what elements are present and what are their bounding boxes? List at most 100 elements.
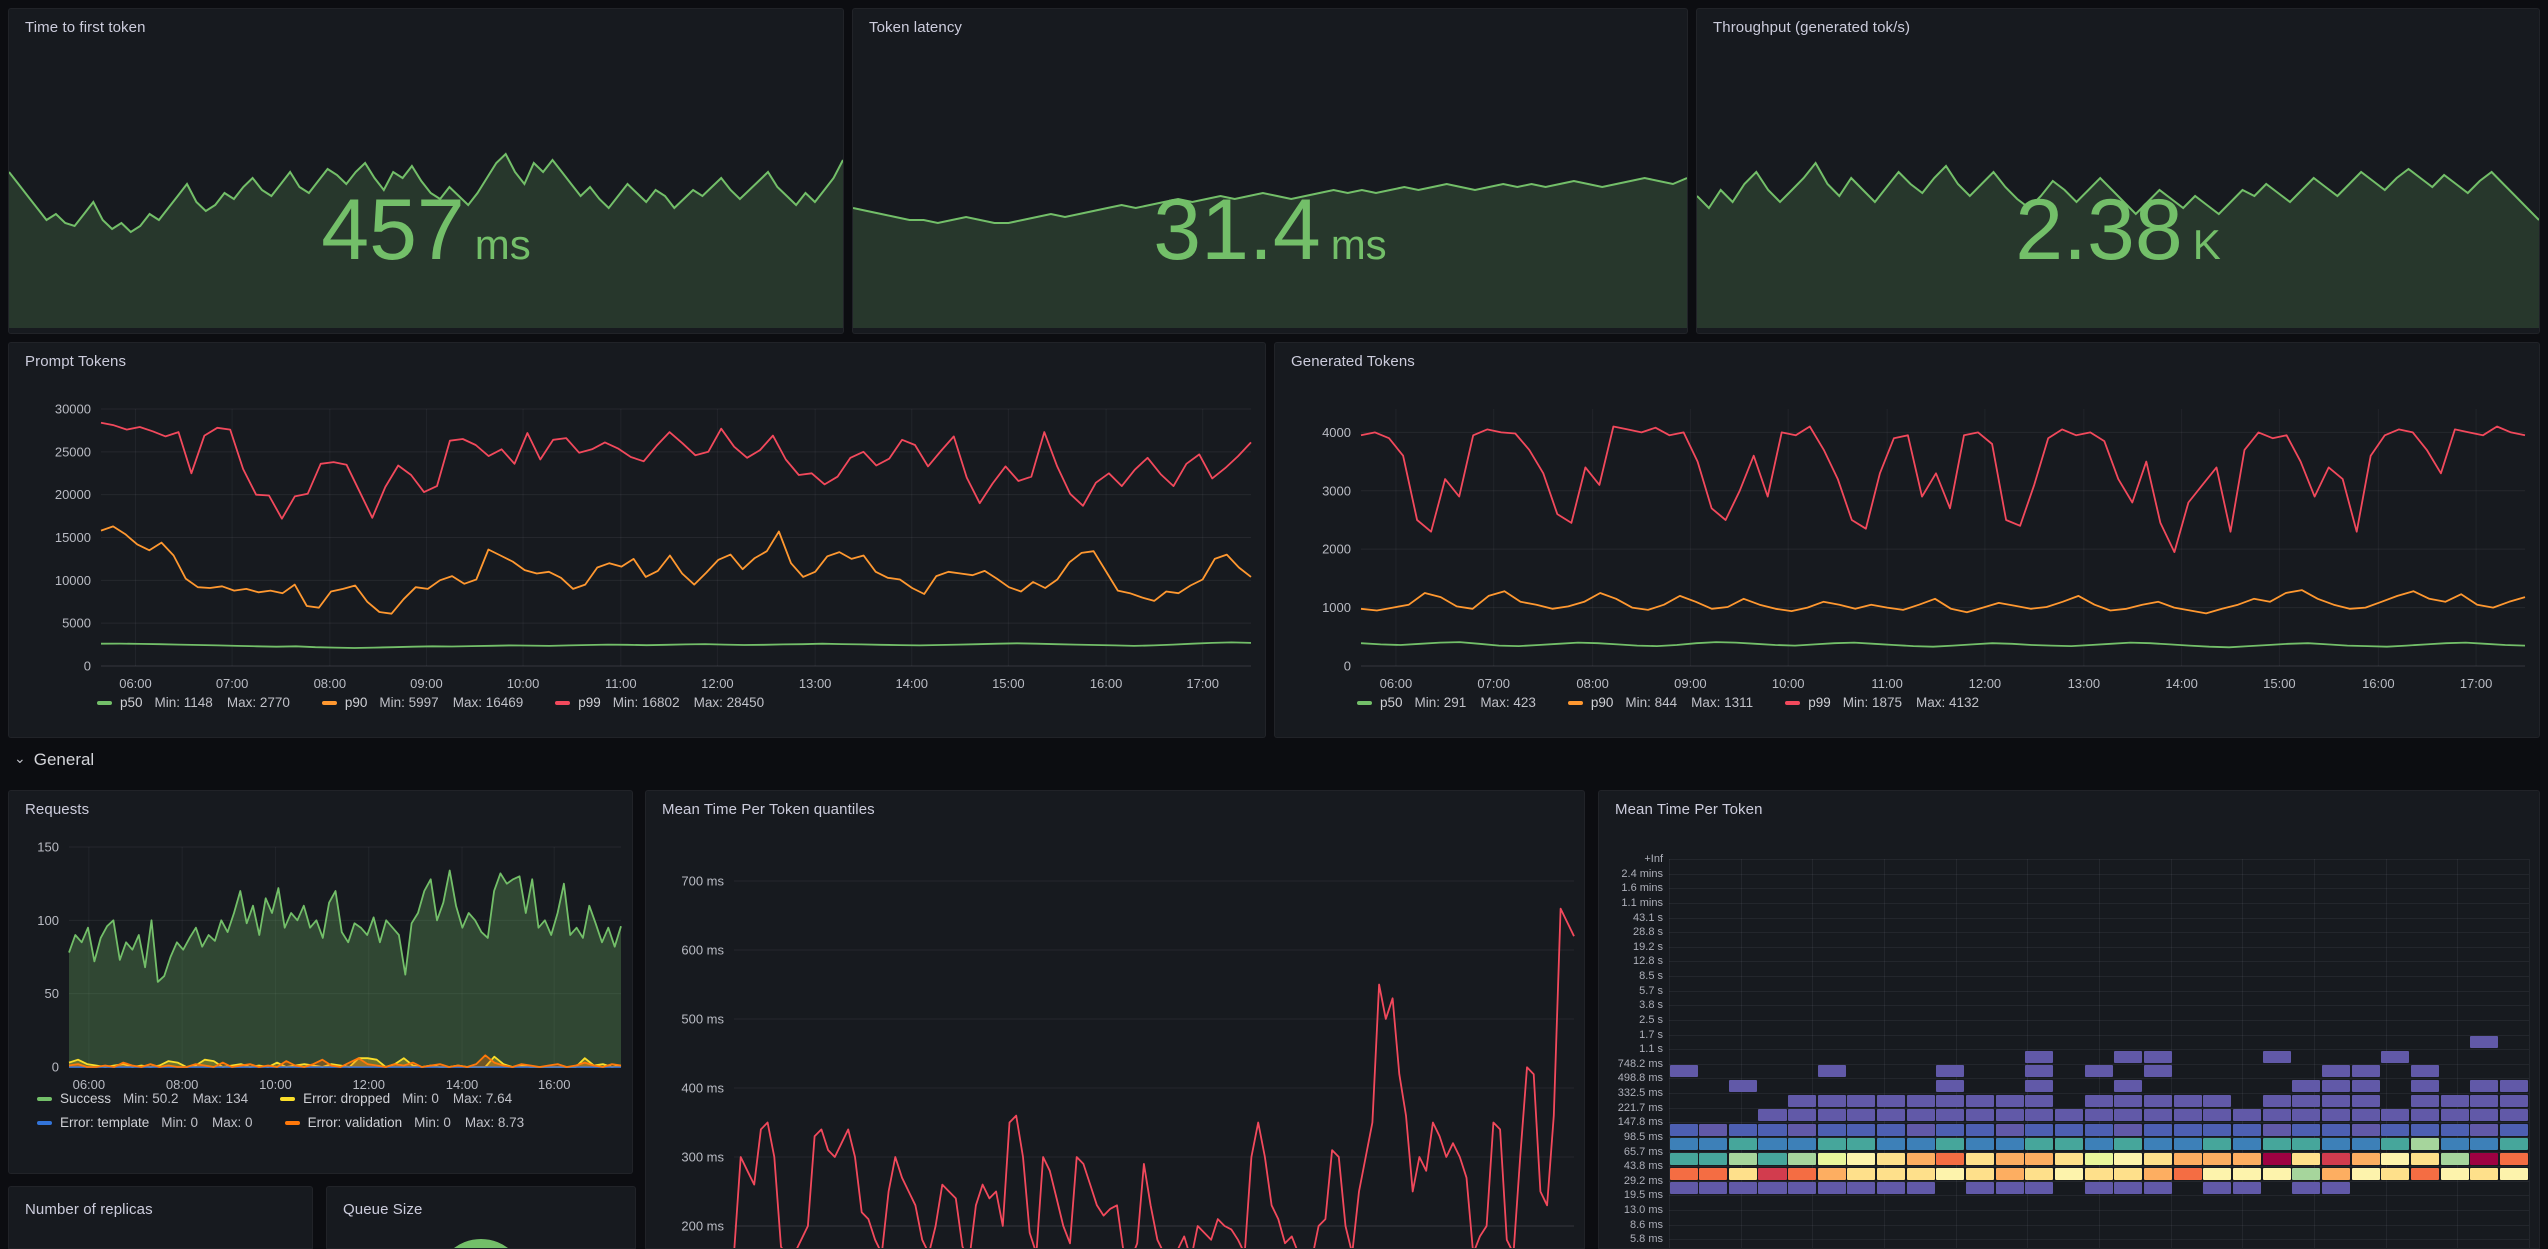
requests-chart[interactable]: 06:00 08:00 10:00 12:00 14:00 16:00 0 50 100 150: [9, 791, 632, 1173]
legend-item-p50[interactable]: p50 Min: 291 Max: 423: [1357, 695, 1542, 710]
heatmap-bucket-label: 2.4 mins: [1621, 867, 1663, 880]
panel-title[interactable]: Throughput (generated tok/s): [1713, 19, 1911, 36]
heatmap-cell: [1906, 1109, 1935, 1122]
legend-item-p50[interactable]: p50 Min: 1148 Max: 2770: [97, 695, 296, 710]
heatmap-cell: [2321, 1182, 2350, 1195]
heatmap-cell: [2143, 1182, 2173, 1195]
heatmap-gridline: [1669, 1005, 2529, 1007]
heatmap-cell: [1847, 1153, 1876, 1166]
heatmap-cell: [2440, 1109, 2469, 1122]
heatmap-cell: [1995, 1094, 2024, 1107]
heatmap-cell: [1728, 1153, 1757, 1166]
x-axis-tick-label: 08:00: [1576, 676, 1609, 691]
y-axis-tick-label: 50: [45, 986, 59, 1001]
series-line-p90: [100, 525, 1252, 615]
heatmap-gridline: [1669, 932, 2529, 934]
legend-item-error-validation[interactable]: Error: validation Min: 0 Max: 8.73: [284, 1115, 531, 1130]
heatmap-cell: [1847, 1182, 1876, 1195]
heatmap-cell: [1877, 1153, 1906, 1166]
heatmap-gridline: [1669, 1078, 2529, 1080]
generated-tokens-legend: p50 Min: 291 Max: 423 p90 Min: 844 Max: 1311 p…: [1357, 695, 1985, 710]
latency-sparkline-chart[interactable]: [853, 9, 1687, 333]
heatmap-cell: [1817, 1138, 1846, 1151]
row-header-general[interactable]: ⌄ General: [14, 750, 94, 770]
legend-item-p90[interactable]: p90 Min: 5997 Max: 16469: [321, 695, 529, 710]
ttft-sparkline-chart[interactable]: [9, 9, 843, 333]
panel-title[interactable]: Time to first token: [25, 19, 146, 36]
heatmap-cell: [2440, 1094, 2469, 1107]
heatmap-cell: [2499, 1079, 2528, 1092]
heatmap-cell: [2114, 1050, 2143, 1063]
heatmap-cell: [1847, 1138, 1876, 1151]
legend-item-p99[interactable]: p99 Min: 1875 Max: 4132: [1785, 695, 1985, 710]
legend-swatch: [37, 1096, 52, 1101]
heatmap-gridline: [1669, 888, 2529, 890]
legend-item-success[interactable]: Success Min: 50.2 Max: 134: [37, 1091, 254, 1106]
heatmap-cell: [2055, 1109, 2084, 1122]
legend-item-error-dropped[interactable]: Error: dropped Min: 0 Max: 7.64: [280, 1091, 518, 1106]
throughput-sparkline-chart[interactable]: [1697, 9, 2539, 333]
heatmap-cell: [2410, 1153, 2439, 1166]
heatmap-gridline: [1669, 1034, 2529, 1036]
heatmap-cell: [2084, 1094, 2113, 1107]
heatmap-cell: [2143, 1138, 2173, 1151]
series-line-p50: [100, 641, 1252, 649]
legend-row: p50 Min: 291 Max: 423 p90 Min: 844 Max: 1311 p…: [1357, 695, 1985, 710]
heatmap-cell: [2232, 1138, 2261, 1151]
heatmap-cell: [1699, 1182, 1728, 1195]
panel-title[interactable]: Number of replicas: [25, 1201, 153, 1218]
panel-title[interactable]: Mean Time Per Token: [1615, 801, 1763, 818]
heatmap-cell: [1788, 1167, 1817, 1180]
panel-title[interactable]: Requests: [25, 801, 90, 818]
heatmap-cell: [1817, 1123, 1846, 1136]
heatmap-cell: [2025, 1065, 2054, 1078]
legend-max: Max: 0: [212, 1115, 253, 1130]
heatmap-cell: [1669, 1065, 1698, 1078]
heatmap-gridline: [2529, 859, 2530, 1248]
heatmap-cell: [1817, 1182, 1846, 1195]
heatmap-cell: [2292, 1123, 2321, 1136]
heatmap-gridline: [1669, 1049, 2529, 1051]
x-axis-tick-label: 12:00: [701, 676, 734, 691]
heatmap-gridline: [1669, 961, 2529, 963]
heatmap-cell: [1906, 1123, 1935, 1136]
heatmap-cell: [2025, 1050, 2054, 1063]
legend-max: Max: 8.73: [464, 1115, 525, 1130]
panel-title[interactable]: Mean Time Per Token quantiles: [662, 801, 875, 818]
heatmap-gridline: [1669, 873, 2529, 875]
panel-number-of-replicas: Number of replicas: [8, 1186, 313, 1249]
prompt-tokens-chart[interactable]: 06:00 07:00 08:00 09:00 10:00 11:00 12:00 13:00…: [9, 343, 1265, 737]
heatmap-cell: [2381, 1167, 2410, 1180]
heatmap-cell: [2321, 1153, 2350, 1166]
legend-min: Min: 1875: [1842, 695, 1903, 710]
heatmap-bucket-label: 28.8 s: [1633, 926, 1663, 939]
heatmap-cell: [1817, 1109, 1846, 1122]
heatmap-cell: [1728, 1079, 1757, 1092]
heatmap-bucket-label: 498.8 ms: [1617, 1072, 1663, 1085]
legend-item-p99[interactable]: p99 Min: 16802 Max: 28450: [555, 695, 770, 710]
heatmap-bucket-label: 43.8 ms: [1623, 1160, 1663, 1173]
heatmap-cell: [2262, 1050, 2291, 1063]
heatmap-cell: [1728, 1123, 1757, 1136]
legend-item-error-template[interactable]: Error: template Min: 0 Max: 0: [37, 1115, 259, 1130]
heatmap-cell: [2203, 1094, 2232, 1107]
y-axis-tick-label: 700 ms: [681, 874, 724, 889]
panel-token-latency: Token latency 31.4 ms: [852, 8, 1688, 334]
heatmap-bucket-label: 43.1 s: [1633, 911, 1663, 924]
panel-title[interactable]: Generated Tokens: [1291, 353, 1415, 370]
heatmap-cell: [2321, 1167, 2350, 1180]
mtpt-heatmap[interactable]: +Inf 2.4 mins 1.6 mins 1.1 mins 43.1 s 28.8 s…: [1599, 791, 2539, 1248]
heatmap-cell: [2143, 1109, 2173, 1122]
heatmap-cell: [2114, 1182, 2143, 1195]
panel-title[interactable]: Token latency: [869, 19, 963, 36]
heatmap-gridline: [1669, 1151, 2529, 1153]
heatmap-cell: [1669, 1182, 1698, 1195]
legend-max: Max: 1311: [1691, 695, 1754, 710]
panel-title[interactable]: Prompt Tokens: [25, 353, 127, 370]
panel-title[interactable]: Queue Size: [343, 1201, 423, 1218]
heatmap-cell: [2114, 1123, 2143, 1136]
mtpt-quantiles-chart[interactable]: 200 ms 300 ms 400 ms 500 ms 600 ms 700 ms: [646, 791, 1584, 1249]
legend-item-p90[interactable]: p90 Min: 844 Max: 1311: [1567, 695, 1759, 710]
generated-tokens-chart[interactable]: 06:00 07:00 08:00 09:00 10:00 11:00 12:00 13:00…: [1275, 343, 2539, 737]
legend-series-name: Error: template: [60, 1115, 150, 1130]
